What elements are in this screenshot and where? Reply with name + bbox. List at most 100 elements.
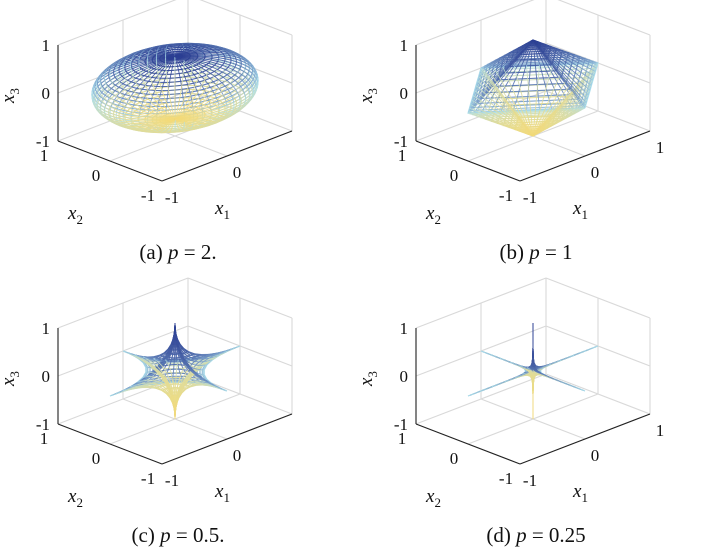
surface-meridian <box>158 48 163 51</box>
surface-meridian <box>520 78 523 86</box>
surface-meridian <box>196 110 204 114</box>
surface-meridian <box>177 62 181 67</box>
surface-meridian <box>499 56 505 60</box>
caption-prefix: (a) <box>139 240 168 264</box>
surface-meridian <box>548 100 551 105</box>
surface-meridian <box>96 109 100 113</box>
surface-meridian <box>544 84 548 91</box>
surface-meridian <box>536 116 539 123</box>
surface-meridian <box>151 73 156 78</box>
surface-meridian <box>158 65 164 71</box>
surface-meridian <box>140 106 147 111</box>
surface-meridian <box>203 65 210 70</box>
x1-tick-label: 0 <box>233 163 242 182</box>
surface-meridian <box>486 117 493 121</box>
surface-meridian <box>195 128 198 130</box>
surface-meridian <box>151 111 158 115</box>
surface-meridian <box>223 110 230 114</box>
surface-meridian <box>524 49 528 55</box>
surface-meridian <box>99 111 103 115</box>
surface-meridian <box>218 46 222 49</box>
surface-meridian <box>548 103 553 111</box>
surface-meridian <box>509 72 514 80</box>
surface-meridian <box>115 73 118 78</box>
surface-meridian <box>558 99 562 104</box>
surface-meridian <box>164 99 168 104</box>
surface-meridian <box>477 87 482 92</box>
surface-meridian <box>495 106 502 112</box>
surface-meridian <box>214 100 221 105</box>
surface-meridian <box>508 107 514 114</box>
surface-meridian <box>130 87 134 92</box>
surface-meridian <box>94 102 98 107</box>
surface-meridian <box>553 70 559 78</box>
surface-meridian <box>164 126 168 129</box>
surface-meridian <box>196 77 200 83</box>
surface-meridian <box>175 51 178 55</box>
surface-meridian <box>505 66 512 74</box>
subfigure-caption: (a) p = 2. <box>139 240 216 264</box>
surface-meridian <box>484 73 488 78</box>
surface-meridian <box>152 381 157 384</box>
surface-meridian <box>129 71 136 76</box>
surface-meridian <box>478 82 482 86</box>
surface-meridian <box>477 79 480 81</box>
x3-label: x3 <box>0 88 22 104</box>
surface-meridian <box>528 126 532 131</box>
surface-meridian <box>515 125 522 130</box>
surface-meridian <box>189 128 192 131</box>
surface-meridian <box>130 57 133 61</box>
surface-meridian <box>470 101 473 105</box>
surface-meridian <box>171 59 174 64</box>
surface-meridian <box>166 59 172 64</box>
surface-meridian <box>188 129 191 131</box>
surface-meridian <box>549 70 552 75</box>
surface-meridian <box>172 51 175 55</box>
surface-meridian <box>491 59 496 63</box>
surface-meridian <box>148 49 151 52</box>
surface-meridian <box>145 58 153 61</box>
surface-meridian <box>497 121 504 125</box>
surface-meridian <box>124 55 129 58</box>
surface-meridian <box>559 96 566 104</box>
surface-meridian <box>515 62 517 65</box>
surface-meridian <box>192 85 196 90</box>
surface-meridian <box>469 110 471 113</box>
surface-meridian <box>190 127 193 130</box>
surface-meridian <box>123 107 126 111</box>
surface-meridian <box>190 116 198 119</box>
surface-meridian <box>492 61 497 65</box>
surface-meridian <box>181 81 183 86</box>
surface-meridian <box>174 118 181 122</box>
surface-meridian <box>225 51 231 53</box>
surface-meridian <box>122 122 128 124</box>
surface-meridian <box>147 90 151 95</box>
surface-meridian <box>229 79 234 84</box>
surface-meridian <box>511 59 517 67</box>
surface-meridian <box>96 87 99 91</box>
surface-meridian <box>127 76 133 81</box>
surface-meridian <box>148 85 152 91</box>
surface-meridian <box>218 73 224 78</box>
surface-meridian <box>538 116 543 122</box>
surface-meridian <box>147 98 152 103</box>
surface-meridian <box>495 59 500 63</box>
surface-meridian <box>492 65 498 70</box>
surface-meridian <box>535 51 537 54</box>
surface-meridian <box>517 58 520 62</box>
surface-meridian <box>541 71 544 79</box>
surface-meridian <box>530 47 532 50</box>
surface-meridian <box>470 112 474 115</box>
surface-meridian <box>494 109 501 115</box>
surface-meridian <box>200 49 207 52</box>
surface-meridian <box>122 95 128 100</box>
surface-meridian <box>511 98 516 106</box>
surface-meridian <box>218 118 224 121</box>
surface-meridian <box>473 93 476 96</box>
surface-meridian <box>543 90 546 98</box>
surface-meridian <box>160 62 166 67</box>
surface-meridian <box>153 52 159 54</box>
surface-meridian <box>252 69 256 74</box>
surface-meridian <box>229 55 236 58</box>
